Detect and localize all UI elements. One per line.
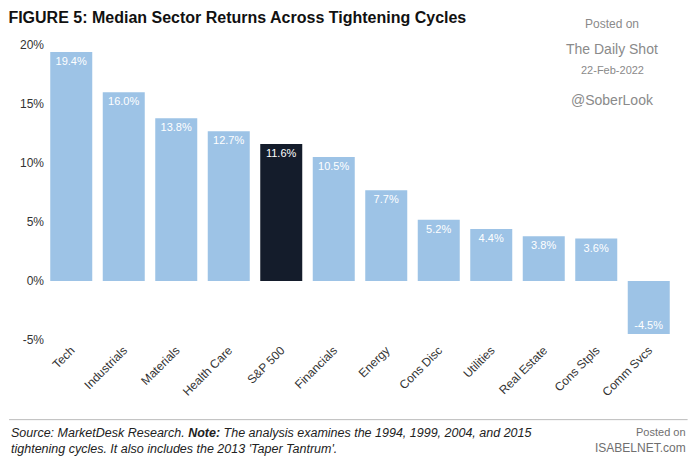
svg-text:22-Feb-2022: 22-Feb-2022 [581, 64, 644, 76]
svg-text:-5%: -5% [23, 333, 45, 347]
svg-text:7.7%: 7.7% [374, 193, 399, 205]
svg-text:Comm Svcs: Comm Svcs [599, 343, 655, 399]
svg-text:0%: 0% [27, 274, 45, 288]
svg-text:The Daily Shot: The Daily Shot [566, 41, 658, 57]
svg-text:ISABELNET.com: ISABELNET.com [595, 441, 686, 455]
svg-text:Cons Stpls: Cons Stpls [552, 343, 603, 394]
svg-text:3.6%: 3.6% [584, 242, 609, 254]
svg-text:Posted on: Posted on [585, 17, 639, 31]
svg-text:15%: 15% [20, 97, 44, 111]
svg-text:16.0%: 16.0% [108, 95, 139, 107]
svg-text:4.4%: 4.4% [479, 232, 504, 244]
svg-text:-4.5%: -4.5% [634, 319, 663, 331]
svg-text:13.8%: 13.8% [161, 121, 192, 133]
svg-text:Health Care: Health Care [180, 343, 235, 398]
svg-text:20%: 20% [20, 38, 44, 52]
svg-text:Tech: Tech [50, 343, 78, 371]
svg-text:12.7%: 12.7% [213, 134, 244, 146]
svg-text:@SoberLook: @SoberLook [571, 92, 654, 108]
svg-text:Industrials: Industrials [82, 343, 131, 392]
svg-text:Real Estate: Real Estate [496, 343, 550, 397]
svg-text:5%: 5% [27, 215, 45, 229]
svg-text:Financials: Financials [292, 343, 340, 391]
svg-text:11.6%: 11.6% [266, 147, 297, 159]
svg-text:3.8%: 3.8% [531, 239, 556, 251]
svg-text:Utilities: Utilities [460, 343, 497, 380]
svg-text:5.2%: 5.2% [426, 223, 451, 235]
svg-text:Cons Disc: Cons Disc [397, 343, 446, 392]
svg-text:S&P 500: S&P 500 [244, 343, 287, 386]
svg-text:Energy: Energy [356, 343, 393, 380]
svg-text:Source: MarketDesk Research. N: Source: MarketDesk Research. Note: The a… [11, 426, 531, 456]
svg-text:19.4%: 19.4% [56, 55, 87, 67]
svg-text:10%: 10% [20, 156, 44, 170]
svg-text:Posted on: Posted on [636, 426, 686, 438]
svg-text:FIGURE 5: Median Sector Return: FIGURE 5: Median Sector Returns Across T… [8, 9, 466, 26]
svg-text:Materials: Materials [138, 343, 182, 387]
svg-text:10.5%: 10.5% [318, 160, 349, 172]
